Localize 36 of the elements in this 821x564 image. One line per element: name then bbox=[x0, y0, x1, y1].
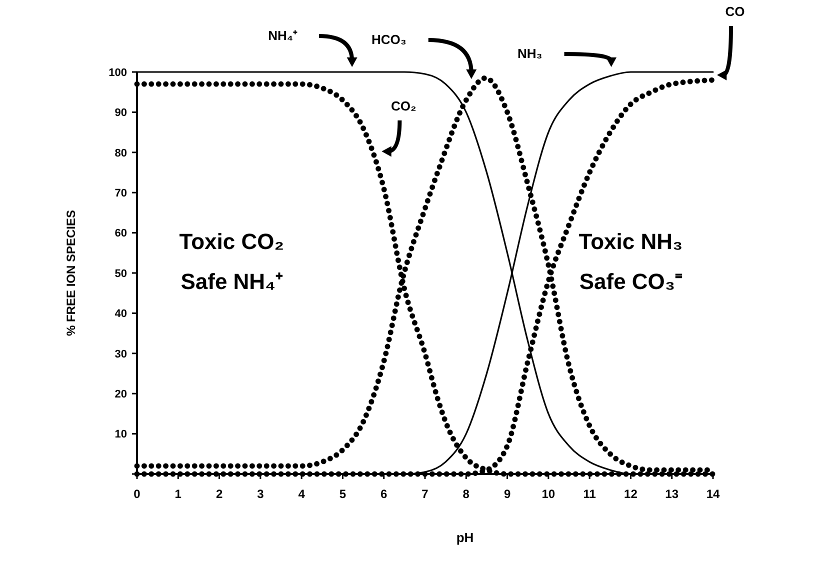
annotation: Toxic CO₂ bbox=[179, 228, 284, 254]
annotation: CO₂ bbox=[391, 98, 417, 114]
x-axis-title: pH bbox=[456, 530, 474, 545]
x-tick-label: 1 bbox=[174, 487, 182, 501]
x-tick-label: 5 bbox=[339, 487, 346, 501]
y-tick-label: 70 bbox=[114, 187, 127, 200]
text: HCO₃ bbox=[371, 32, 406, 48]
annotation: Toxic NH₃ bbox=[578, 228, 683, 254]
y-tick-label: 40 bbox=[114, 308, 127, 320]
x-tick-label: 7 bbox=[422, 487, 429, 501]
annotation: Safe NH₄⁺ bbox=[180, 269, 284, 294]
y-tick-label: 60 bbox=[114, 228, 127, 240]
y-tick-label: 10 bbox=[114, 428, 127, 441]
x-tick-label: 0 bbox=[134, 487, 141, 501]
text: CO bbox=[725, 4, 745, 20]
y-tick-label: 30 bbox=[114, 348, 127, 360]
x-tick-label: 8 bbox=[462, 487, 470, 501]
x-tick-label: 14 bbox=[706, 487, 720, 501]
x-tick-label: 3 bbox=[257, 487, 264, 501]
x-tick-label: 4 bbox=[298, 487, 306, 501]
annotation: Safe CO₃⁼ bbox=[579, 269, 684, 294]
y-tick-label: 90 bbox=[114, 107, 127, 120]
y-tick-label: 100 bbox=[108, 66, 127, 79]
y-tick-label: 50 bbox=[114, 268, 127, 280]
x-tick-label: 6 bbox=[380, 487, 388, 501]
x-tick-label: 11 bbox=[583, 487, 596, 501]
x-tick-label: 9 bbox=[504, 487, 511, 501]
x-tick-label: 13 bbox=[665, 487, 679, 501]
text: NH₃ bbox=[517, 46, 542, 61]
x-tick-label: 2 bbox=[216, 487, 223, 501]
y-axis-title: % FREE ION SPECIES bbox=[64, 210, 78, 336]
x-tick-label: 12 bbox=[624, 487, 638, 501]
y-tick-label: 80 bbox=[114, 147, 127, 160]
x-tick-label: 10 bbox=[542, 487, 556, 501]
y-tick-label: 20 bbox=[114, 388, 127, 400]
text: NH₄⁺ bbox=[268, 28, 298, 43]
